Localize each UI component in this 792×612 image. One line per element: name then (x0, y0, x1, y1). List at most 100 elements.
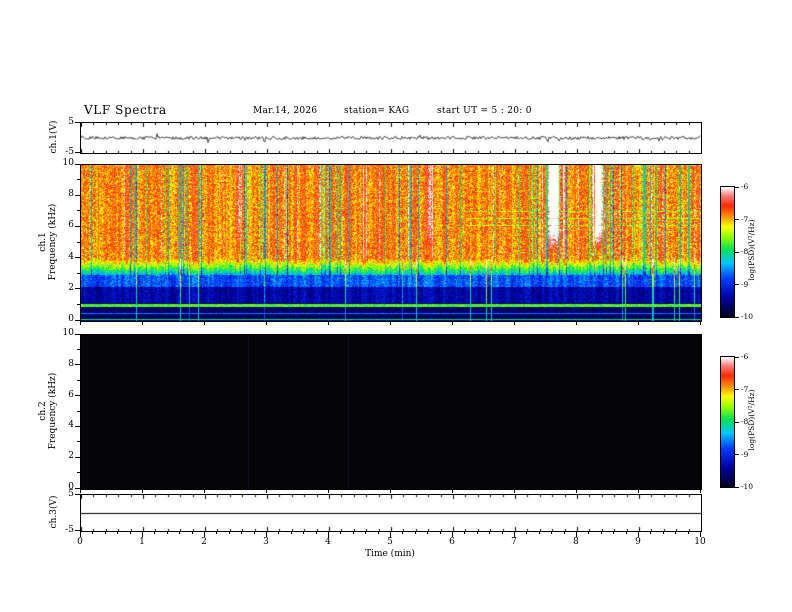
x-tick-mark (204, 490, 205, 493)
x-minor-tick (92, 532, 94, 534)
x-tick-mark (390, 532, 391, 537)
y-tick-label: 4 (68, 420, 74, 431)
x-minor-tick (464, 532, 466, 534)
x-minor-tick (588, 532, 590, 534)
colorbar-tick-label: -8 (741, 247, 749, 256)
y-tick-label: -5 (65, 147, 74, 157)
x-tick-mark (452, 490, 453, 493)
y-tick-label: -5 (65, 525, 74, 535)
ch2-channel-label: ch.2 (38, 401, 48, 421)
y-tick-mark (75, 163, 80, 165)
x-tick-label: 9 (635, 537, 641, 547)
ch1-channel-label: ch.1 (38, 232, 48, 252)
y-tick-label: 5 (68, 489, 74, 499)
x-tick-mark (638, 490, 639, 493)
x-tick-mark (700, 490, 701, 493)
colorbar-tick-label: -7 (741, 384, 749, 394)
y-tick-label: 5 (68, 117, 74, 127)
x-tick-label: 3 (263, 537, 269, 547)
colorbar-tick-label: -10 (741, 312, 754, 321)
x-minor-tick (278, 532, 280, 534)
x-tick-mark (142, 322, 143, 325)
x-tick-mark (204, 532, 205, 537)
x-minor-tick (365, 532, 367, 534)
y-minor-tick (77, 348, 80, 350)
x-minor-tick (290, 532, 292, 534)
y-tick-mark (75, 493, 80, 495)
colorbar-tick-label: -6 (741, 182, 749, 191)
x-tick-label: 4 (325, 537, 331, 547)
x-minor-tick (377, 532, 379, 534)
ch1-frequency-axis-text: Frequency (kHz) (48, 203, 58, 281)
colorbar-tick-mark (735, 186, 739, 188)
x-minor-tick (340, 532, 342, 534)
x-tick-label: 0 (77, 537, 83, 547)
x-minor-tick (489, 532, 491, 534)
y-tick-mark (75, 333, 80, 335)
x-minor-tick (427, 532, 429, 534)
ch1-colorbar (720, 186, 735, 318)
y-minor-tick (77, 441, 80, 443)
y-tick-label: 8 (68, 358, 74, 369)
y-tick-mark (75, 425, 80, 427)
x-tick-mark (266, 490, 267, 493)
colorbar-tick-label: -6 (741, 352, 749, 361)
ch1-spectrogram-plot (80, 164, 702, 322)
x-minor-tick (166, 532, 168, 534)
y-minor-tick (77, 303, 80, 305)
x-tick-mark (390, 322, 391, 325)
x-minor-tick (315, 532, 317, 534)
y-tick-mark (75, 319, 80, 321)
station-label: station= KAG (344, 106, 410, 116)
ch2-frequency-axis-text: Frequency (kHz) (48, 372, 58, 450)
x-tick-mark (80, 322, 81, 325)
x-tick-mark (514, 532, 515, 537)
ch2-frequency-axis-label: ch.2 Frequency (kHz) (38, 333, 58, 489)
page-title: VLF Spectra (84, 103, 167, 117)
x-minor-tick (551, 532, 553, 534)
ch2-spectrogram-plot (80, 334, 702, 490)
x-minor-tick (662, 532, 664, 534)
x-tick-mark (576, 490, 577, 493)
x-minor-tick (241, 532, 243, 534)
x-tick-mark (452, 322, 453, 325)
y-tick-mark (75, 121, 80, 123)
x-minor-tick (303, 532, 305, 534)
x-tick-mark (266, 532, 267, 537)
colorbar-tick-mark (735, 421, 739, 423)
colorbar-tick-mark (735, 356, 739, 358)
x-tick-label: 10 (694, 537, 706, 547)
colorbar-tick-mark (735, 316, 739, 318)
y-minor-tick (77, 472, 80, 474)
x-minor-tick (104, 532, 106, 534)
x-minor-tick (600, 532, 602, 534)
y-tick-mark (75, 257, 80, 259)
x-minor-tick (154, 532, 156, 534)
y-minor-tick (77, 410, 80, 412)
x-tick-mark (328, 322, 329, 325)
y-tick-label: 0 (68, 314, 74, 324)
y-tick-mark (75, 487, 80, 489)
x-tick-mark (328, 532, 329, 537)
y-tick-label: 6 (68, 220, 74, 231)
y-tick-label: 4 (68, 251, 74, 262)
x-tick-mark (514, 322, 515, 325)
x-minor-tick (613, 532, 615, 534)
date-label: Mar.14, 2026 (253, 106, 318, 116)
y-tick-label: 6 (68, 389, 74, 400)
x-minor-tick (501, 532, 503, 534)
y-tick-label: 0 (68, 482, 74, 492)
y-tick-label: 2 (68, 451, 74, 462)
start-ut-label: start UT = 5 : 20: 0 (437, 106, 532, 116)
x-minor-tick (414, 532, 416, 534)
x-minor-tick (402, 532, 404, 534)
x-tick-mark (576, 322, 577, 325)
colorbar-tick-label: -9 (741, 279, 749, 289)
colorbar-tick-mark (735, 219, 739, 220)
x-tick-label: 6 (449, 537, 455, 547)
x-tick-mark (390, 490, 391, 493)
x-tick-mark (700, 322, 701, 325)
x-minor-tick (117, 532, 119, 534)
y-tick-mark (75, 529, 80, 531)
